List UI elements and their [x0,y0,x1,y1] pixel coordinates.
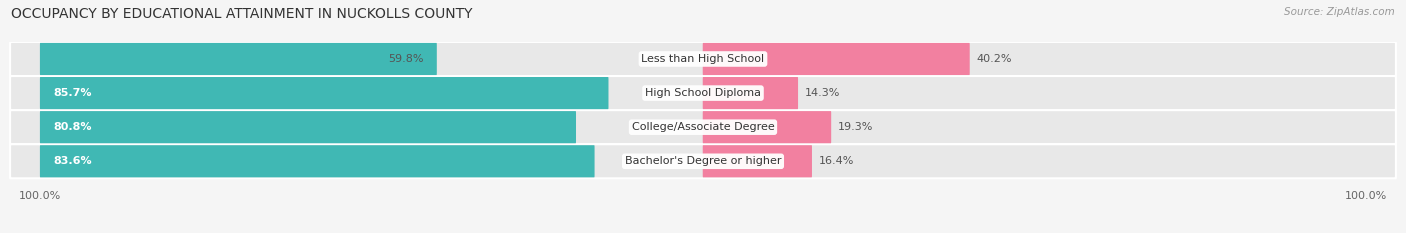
FancyBboxPatch shape [703,43,970,75]
Text: Bachelor's Degree or higher: Bachelor's Degree or higher [624,156,782,166]
Text: 16.4%: 16.4% [818,156,853,166]
FancyBboxPatch shape [10,42,1396,76]
Text: Less than High School: Less than High School [641,54,765,64]
FancyBboxPatch shape [10,76,1396,110]
Text: High School Diploma: High School Diploma [645,88,761,98]
FancyBboxPatch shape [703,77,799,109]
Text: 85.7%: 85.7% [53,88,91,98]
FancyBboxPatch shape [703,111,831,143]
Text: 83.6%: 83.6% [53,156,91,166]
Text: Source: ZipAtlas.com: Source: ZipAtlas.com [1284,7,1395,17]
FancyBboxPatch shape [39,145,595,177]
Text: 40.2%: 40.2% [976,54,1011,64]
FancyBboxPatch shape [39,111,576,143]
FancyBboxPatch shape [39,77,609,109]
Text: College/Associate Degree: College/Associate Degree [631,122,775,132]
FancyBboxPatch shape [39,43,437,75]
Text: 80.8%: 80.8% [53,122,91,132]
Text: 59.8%: 59.8% [388,54,423,64]
FancyBboxPatch shape [703,145,813,177]
Text: OCCUPANCY BY EDUCATIONAL ATTAINMENT IN NUCKOLLS COUNTY: OCCUPANCY BY EDUCATIONAL ATTAINMENT IN N… [11,7,472,21]
Text: 19.3%: 19.3% [838,122,873,132]
FancyBboxPatch shape [10,144,1396,178]
Text: 14.3%: 14.3% [804,88,839,98]
FancyBboxPatch shape [10,110,1396,144]
